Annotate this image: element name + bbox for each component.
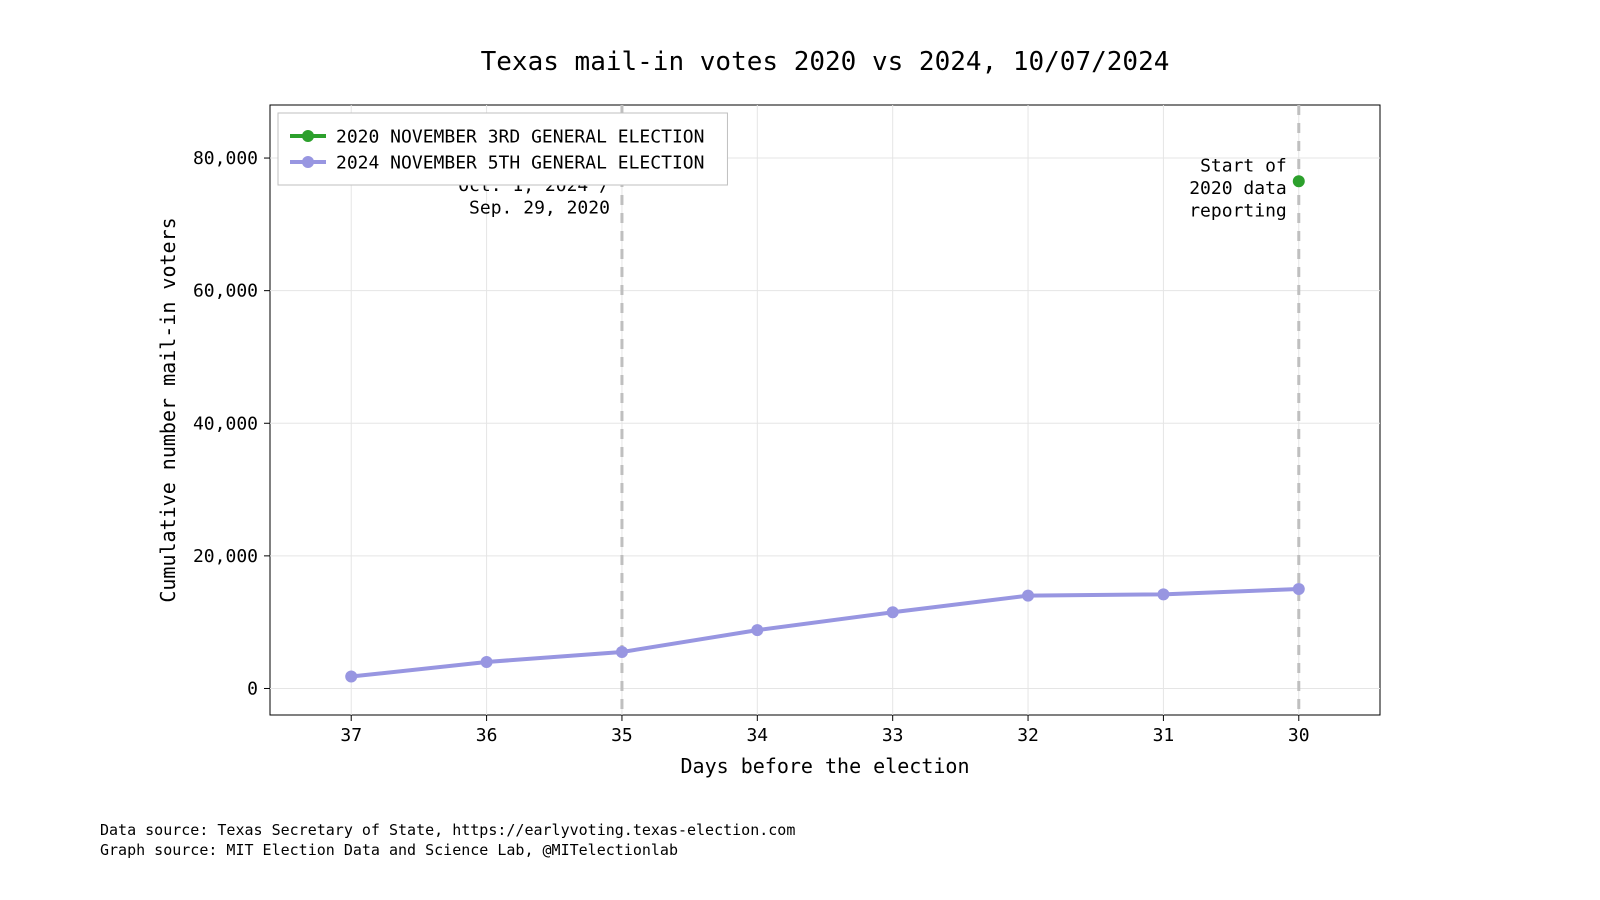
svg-text:30: 30 xyxy=(1288,725,1310,746)
svg-text:Days before the election: Days before the election xyxy=(681,754,970,778)
svg-text:33: 33 xyxy=(882,725,904,746)
svg-text:0: 0 xyxy=(247,678,258,699)
svg-text:36: 36 xyxy=(476,725,498,746)
svg-text:31: 31 xyxy=(1153,725,1175,746)
svg-text:Cumulative number mail-in vote: Cumulative number mail-in voters xyxy=(156,217,180,602)
svg-text:2020 data: 2020 data xyxy=(1189,178,1287,199)
svg-text:2020 NOVEMBER 3RD GENERAL ELEC: 2020 NOVEMBER 3RD GENERAL ELECTION xyxy=(336,126,704,147)
svg-text:32: 32 xyxy=(1017,725,1039,746)
footer: Data source: Texas Secretary of State, h… xyxy=(100,820,795,861)
chart-svg: Texas mail-in votes 2020 vs 2024, 10/07/… xyxy=(0,0,1600,900)
svg-text:20,000: 20,000 xyxy=(193,546,258,567)
svg-text:2024 NOVEMBER 5TH GENERAL ELEC: 2024 NOVEMBER 5TH GENERAL ELECTION xyxy=(336,152,704,173)
svg-text:Texas mail-in votes 2020 vs 20: Texas mail-in votes 2020 vs 2024, 10/07/… xyxy=(481,47,1170,77)
footer-line-2: Graph source: MIT Election Data and Scie… xyxy=(100,840,795,860)
svg-text:35: 35 xyxy=(611,725,633,746)
footer-line-1: Data source: Texas Secretary of State, h… xyxy=(100,820,795,840)
svg-text:37: 37 xyxy=(340,725,362,746)
svg-text:40,000: 40,000 xyxy=(193,413,258,434)
svg-text:Sep. 29, 2020: Sep. 29, 2020 xyxy=(469,198,610,219)
svg-text:34: 34 xyxy=(746,725,768,746)
chart-container: Texas mail-in votes 2020 vs 2024, 10/07/… xyxy=(0,0,1600,900)
svg-text:60,000: 60,000 xyxy=(193,281,258,302)
svg-text:reporting: reporting xyxy=(1189,200,1287,221)
svg-text:80,000: 80,000 xyxy=(193,148,258,169)
svg-text:Start of: Start of xyxy=(1200,155,1287,176)
